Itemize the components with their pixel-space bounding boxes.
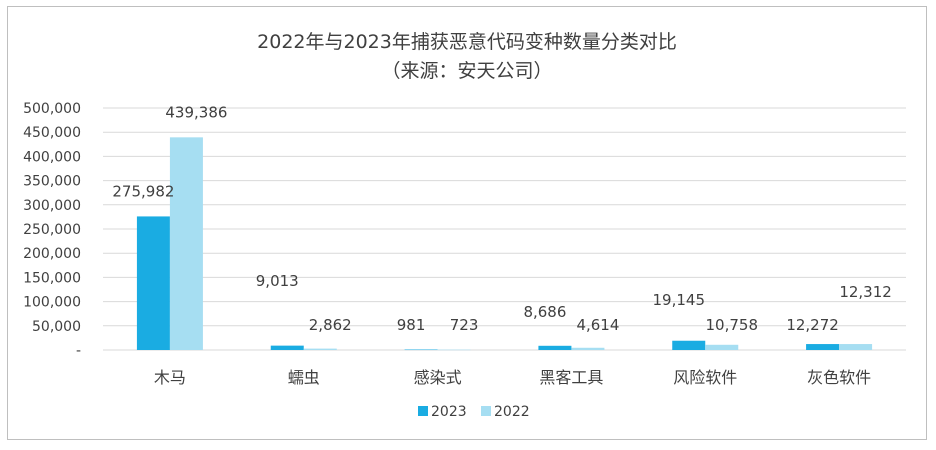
x-tick-label: 灰色软件 [807, 368, 871, 387]
data-label: 723 [450, 316, 479, 334]
bar-2022 [169, 137, 203, 350]
bar-2022 [705, 344, 739, 350]
x-tick-label: 感染式 [414, 368, 462, 387]
chart-subtitle: （来源：安天公司） [381, 60, 552, 82]
data-labels: 275,982 439,386 9,013 2,862 981 723 8,686 4,614… [112, 103, 891, 334]
y-tick-label: 400,000 [23, 149, 81, 165]
bar-2023 [538, 345, 572, 350]
x-axis-ticks: 木马 蠕虫 感染式 黑客工具 风险软件 灰色软件 [154, 368, 871, 387]
x-tick-label: 蠕虫 [288, 368, 320, 387]
x-tick-label: 风险软件 [673, 368, 737, 387]
data-label: 981 [397, 316, 426, 334]
legend: 2023 2022 [418, 404, 530, 420]
y-axis-ticks: - 50,000 100,000 150,000 200,000 250,000 300,0… [23, 101, 81, 359]
bar-chart: 2022年与2023年捕获恶意代码变种数量分类对比 （来源：安天公司） - 50,… [23, 31, 906, 420]
bar-2023 [672, 340, 706, 350]
y-tick-label: 500,000 [23, 101, 81, 117]
legend-label-2022: 2022 [494, 404, 530, 420]
y-tick-label: 50,000 [32, 319, 81, 335]
data-label: 439,386 [165, 103, 227, 121]
legend-swatch-2023 [418, 406, 428, 416]
bar-2023 [806, 344, 840, 350]
data-label: 19,145 [653, 291, 706, 309]
y-tick-label: 350,000 [23, 174, 81, 190]
y-tick-label: 100,000 [23, 295, 81, 311]
y-tick-label: 150,000 [23, 270, 81, 286]
y-tick-label: 250,000 [23, 222, 81, 238]
data-label: 12,312 [839, 283, 892, 301]
x-tick-label: 黑客工具 [539, 368, 603, 387]
y-tick-label: 300,000 [23, 198, 81, 214]
data-label: 10,758 [706, 316, 759, 334]
legend-swatch-2022 [481, 406, 491, 416]
gridlines [103, 107, 906, 351]
data-label: 12,272 [786, 316, 839, 334]
data-label: 4,614 [576, 316, 619, 334]
data-label: 2,862 [309, 316, 352, 334]
bar-2022 [571, 347, 605, 350]
x-tick-label: 木马 [154, 368, 186, 387]
y-tick-label: 200,000 [23, 246, 81, 262]
bar-2023 [404, 349, 438, 351]
bar-2023 [136, 216, 170, 350]
bar-2022 [303, 348, 337, 350]
chart-title: 2022年与2023年捕获恶意代码变种数量分类对比 [257, 31, 677, 53]
data-label: 9,013 [256, 272, 299, 290]
legend-label-2023: 2023 [431, 404, 467, 420]
bar-2022 [437, 349, 471, 351]
bar-2022 [839, 344, 873, 350]
chart-frame: 2022年与2023年捕获恶意代码变种数量分类对比 （来源：安天公司） - 50,… [7, 6, 927, 440]
y-tick-label: - [76, 343, 81, 359]
bar-2023 [270, 345, 304, 350]
data-label: 8,686 [523, 303, 566, 321]
data-label: 275,982 [112, 182, 174, 200]
y-tick-label: 450,000 [23, 125, 81, 141]
bars [136, 137, 873, 351]
